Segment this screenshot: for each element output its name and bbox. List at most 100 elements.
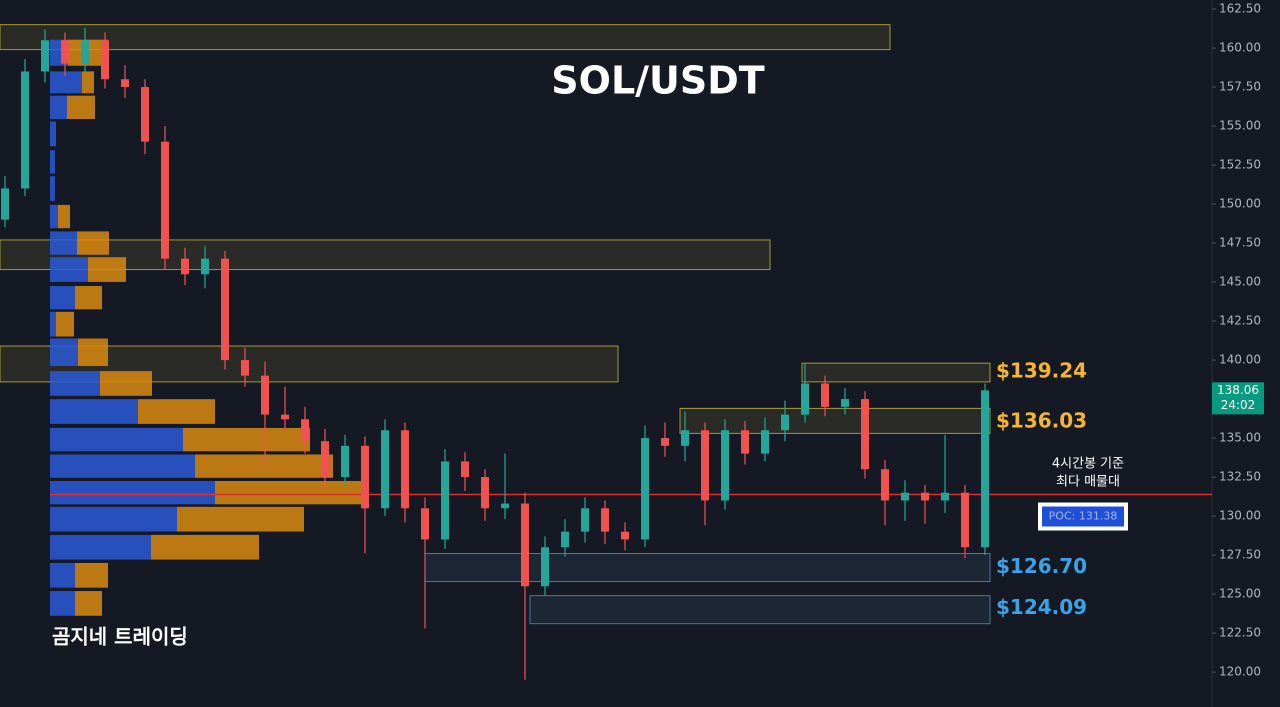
last-price-tag: [1212, 382, 1264, 415]
y-tick-label: 162.50: [1219, 2, 1261, 16]
y-tick-label: 130.00: [1219, 509, 1261, 523]
candle-body: [521, 503, 529, 587]
candle-body: [621, 531, 629, 540]
candle-body: [841, 399, 849, 407]
chart-title: SOL/USDT: [551, 59, 765, 103]
candle-body: [561, 531, 569, 548]
y-tick-label: 120.00: [1219, 665, 1261, 679]
candle-body: [781, 414, 789, 431]
profile-buy: [50, 591, 75, 616]
candle-body: [241, 360, 249, 376]
profile-buy: [50, 399, 138, 424]
y-tick-label: 132.50: [1219, 470, 1261, 484]
profile-sell: [195, 454, 333, 478]
poc-label: POC: 131.38: [1049, 510, 1118, 523]
profile-sell: [67, 95, 95, 119]
zone: [529, 595, 991, 625]
candle-body: [581, 508, 589, 532]
y-tick-label: 147.50: [1219, 236, 1261, 250]
candle-body: [381, 430, 389, 509]
candle-body: [201, 258, 209, 275]
candle-body: [141, 87, 149, 142]
candle-body: [481, 477, 489, 509]
candle-body: [401, 430, 409, 509]
profile-sell: [151, 534, 259, 560]
last-price: 138.06: [1217, 383, 1259, 397]
profile-sell: [183, 427, 310, 452]
candle-body: [861, 399, 869, 470]
watermark: 곰지네 트레이딩: [52, 625, 188, 649]
candle-body: [941, 492, 949, 501]
candle-body: [321, 441, 329, 478]
profile-buy: [50, 311, 56, 337]
candle-body: [541, 547, 549, 587]
profile-buy: [50, 454, 195, 478]
profile-buy: [50, 121, 56, 147]
y-tick-label: 135.00: [1219, 431, 1261, 445]
y-tick-label: 122.50: [1219, 626, 1261, 640]
profile-sell: [75, 591, 102, 616]
candle-body: [221, 258, 229, 361]
profile-sell: [82, 71, 94, 94]
candle-body: [821, 383, 829, 407]
profile-buy: [50, 150, 55, 174]
candle-body: [761, 430, 769, 454]
candle-body: [901, 492, 909, 501]
zone: [679, 407, 991, 434]
profile-sell: [56, 311, 74, 337]
y-tick-label: 127.50: [1219, 548, 1261, 562]
plot: [0, 24, 1212, 680]
candle-body: [421, 508, 429, 540]
y-tick-label: 152.50: [1219, 158, 1261, 172]
y-tick-label: 145.00: [1219, 275, 1261, 289]
candle-body: [801, 383, 809, 415]
profile-sell: [75, 285, 102, 310]
y-tick-label: 125.00: [1219, 587, 1261, 601]
y-tick-label: 142.50: [1219, 314, 1261, 328]
candle-body: [601, 508, 609, 532]
candle-body: [361, 445, 369, 509]
profile-sell: [215, 480, 365, 505]
candle-body: [1, 188, 9, 220]
candle-body: [21, 71, 29, 189]
candle-body: [81, 40, 89, 64]
price-label: $126.70: [996, 554, 1087, 578]
candle-body: [281, 414, 289, 420]
candle-body: [881, 469, 889, 501]
profile-sell: [77, 231, 109, 255]
profile-buy: [50, 285, 75, 310]
profile-sell: [177, 506, 304, 532]
annotation: 최다 매물대: [1056, 475, 1120, 490]
y-tick-label: 140.00: [1219, 353, 1261, 367]
candle-body: [701, 430, 709, 501]
candle-body: [721, 430, 729, 501]
profile-buy: [50, 338, 78, 366]
profile-buy: [50, 231, 77, 255]
price-label: $136.03: [996, 408, 1087, 432]
annotation: 4시간봉 기준: [1052, 457, 1124, 472]
price-label: $124.09: [996, 595, 1087, 619]
candle-body: [981, 390, 989, 548]
profile-buy: [50, 95, 67, 119]
profile-buy: [50, 257, 88, 282]
candle-body: [161, 141, 169, 259]
profile-buy: [50, 506, 177, 532]
candle-body: [121, 79, 129, 88]
candle-body: [961, 492, 969, 548]
profile-buy: [50, 176, 55, 201]
candle-body: [461, 461, 469, 478]
profile-sell: [75, 562, 108, 588]
candle-body: [101, 40, 109, 80]
countdown: 24:02: [1221, 398, 1256, 412]
profile-buy: [50, 427, 183, 452]
candle-body: [261, 375, 269, 415]
candle-body: [501, 503, 509, 509]
candle-body: [661, 438, 669, 446]
profile-sell: [138, 399, 215, 424]
y-tick-label: 155.00: [1219, 119, 1261, 133]
zone: [801, 362, 991, 383]
y-tick-label: 157.50: [1219, 80, 1261, 94]
profile-buy: [50, 204, 58, 229]
profile-sell: [88, 257, 126, 282]
